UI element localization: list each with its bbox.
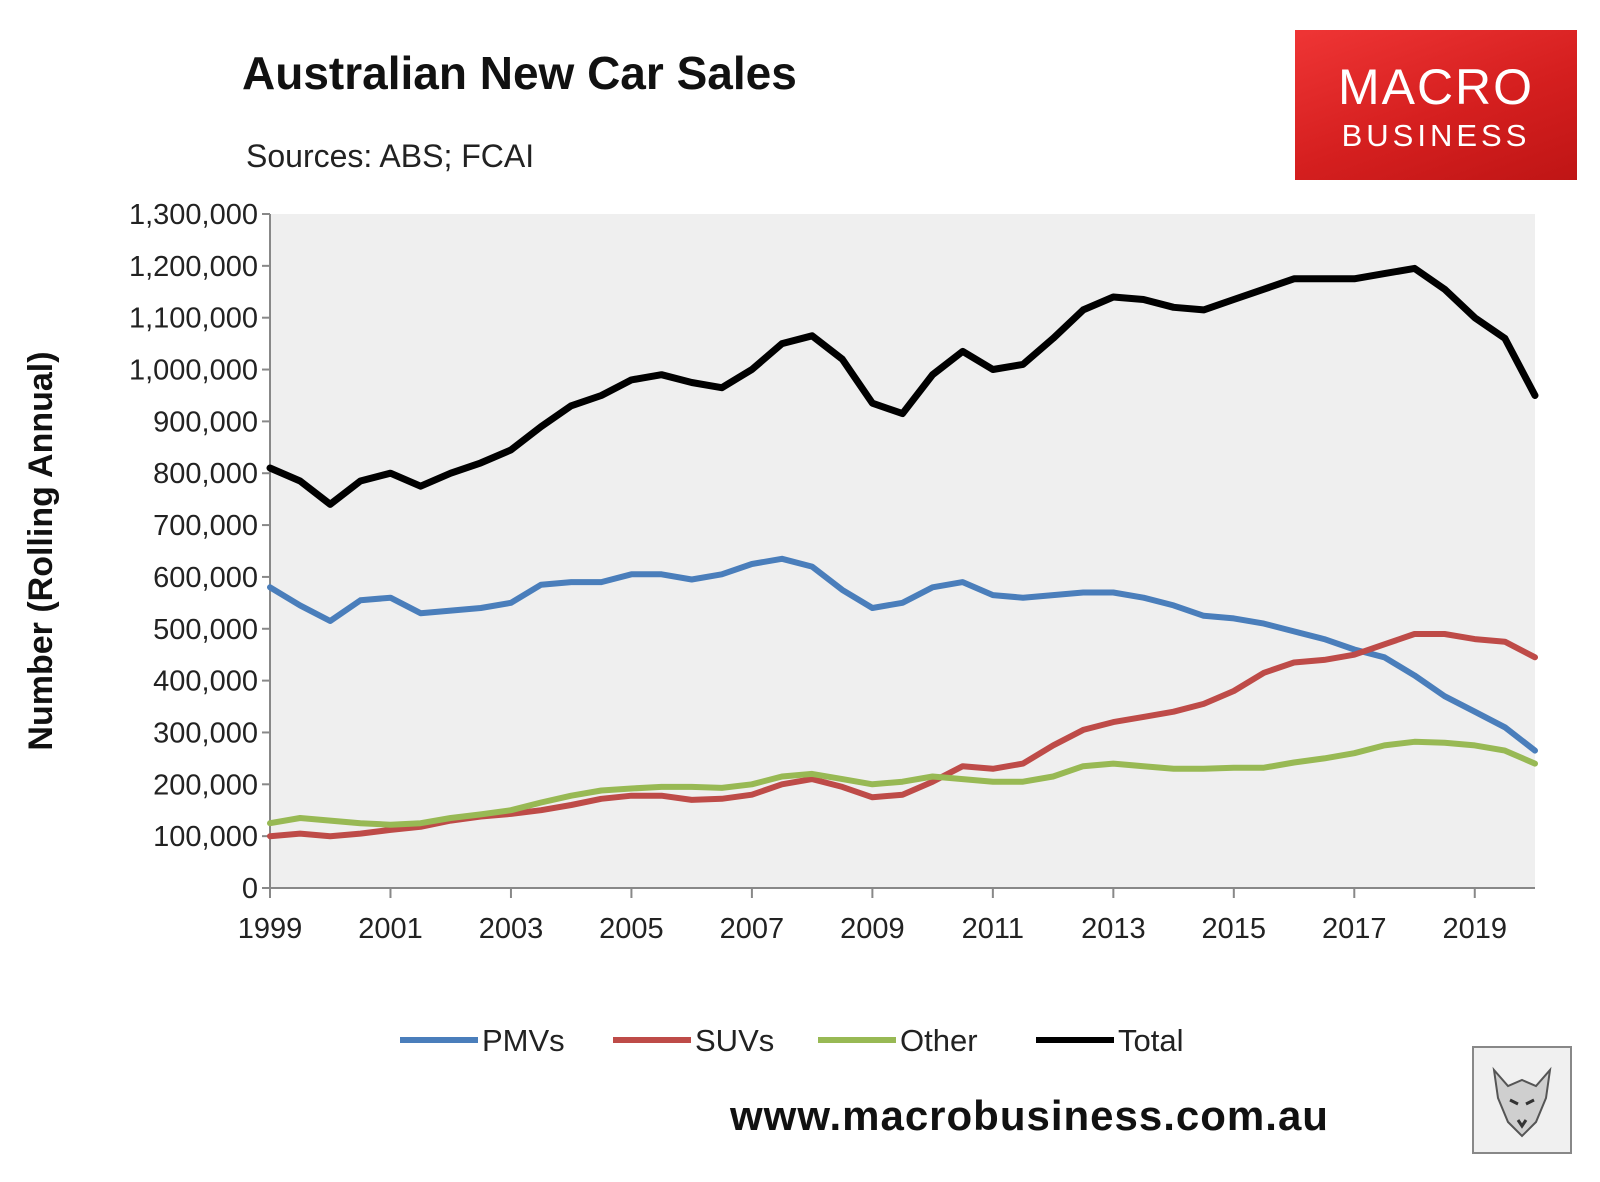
legend-label-other: Other	[900, 1023, 978, 1058]
series-line-total	[266, 264, 1539, 508]
logo-line-business: BUSINESS	[1341, 118, 1531, 153]
plot-area	[270, 214, 1535, 888]
y-tick-label: 0	[242, 873, 258, 905]
x-tick-label: 2017	[1322, 913, 1387, 945]
y-tick-label: 100,000	[153, 821, 258, 853]
y-axis-label: Number (Rolling Annual)	[22, 351, 60, 750]
x-tick-label: 2011	[962, 913, 1024, 945]
x-tick-label: 2019	[1443, 913, 1508, 945]
chart-title: Australian New Car Sales	[242, 47, 797, 99]
y-tick-label: 1,300,000	[129, 199, 258, 231]
y-tick-label: 900,000	[153, 406, 258, 438]
y-tick-label: 600,000	[153, 562, 258, 594]
x-tick-label: 2007	[720, 913, 785, 945]
y-tick-label: 700,000	[153, 510, 258, 542]
y-tick-label: 800,000	[153, 458, 258, 490]
y-tick-label: 300,000	[153, 717, 258, 749]
legend-label-total: Total	[1118, 1023, 1183, 1058]
legend-label-suvs: SUVs	[695, 1023, 774, 1058]
macrobusiness-logo[interactable]: MACRO BUSINESS	[1295, 30, 1577, 180]
website-url[interactable]: www.macrobusiness.com.au	[730, 1092, 1329, 1139]
x-tick-label: 2015	[1202, 913, 1267, 945]
x-tick-label: 2001	[358, 913, 423, 945]
y-tick-label: 1,200,000	[129, 251, 258, 283]
y-tick-label: 400,000	[153, 666, 258, 698]
wolf-logo-icon	[1472, 1046, 1572, 1154]
x-tick-label: 2005	[599, 913, 664, 945]
y-tick-label: 200,000	[153, 769, 258, 801]
x-tick-label: 2009	[840, 913, 905, 945]
chart-sources: Sources: ABS; FCAI	[246, 138, 535, 174]
x-tick-label: 2013	[1081, 913, 1146, 945]
y-tick-label: 500,000	[153, 614, 258, 646]
series-line-pmvs	[267, 555, 1538, 754]
legend-label-pmvs: PMVs	[482, 1023, 565, 1058]
series-line-other	[267, 738, 1538, 828]
y-tick-label: 1,000,000	[129, 355, 258, 387]
y-tick-label: 1,100,000	[129, 303, 258, 335]
x-tick-label: 1999	[238, 913, 303, 945]
logo-line-macro: MACRO	[1337, 59, 1535, 115]
x-tick-label: 2003	[479, 913, 544, 945]
